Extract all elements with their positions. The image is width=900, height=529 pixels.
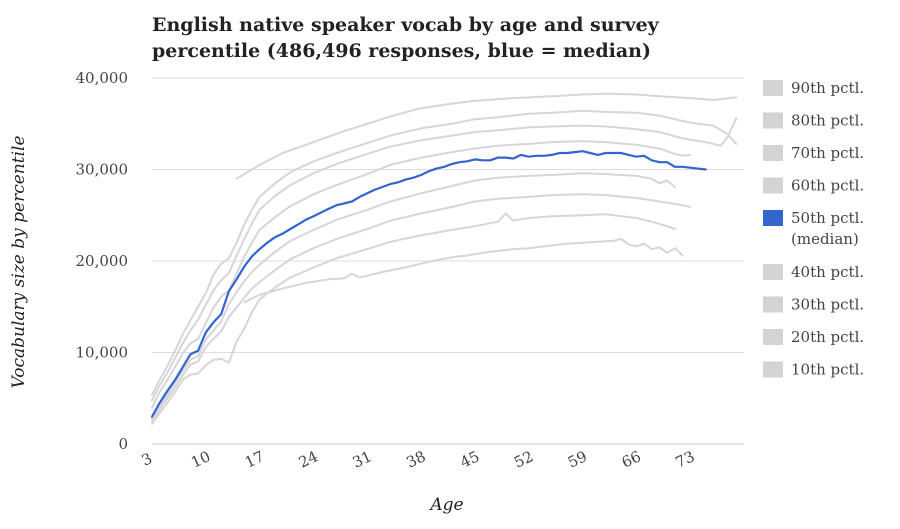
legend-label: 80th pctl.: [791, 112, 864, 130]
legend-swatch: [763, 296, 783, 313]
series-line-70th-pctl: [151, 124, 738, 402]
y-tick-label: 40,000: [76, 69, 129, 87]
x-tick-label: 24: [296, 447, 321, 471]
legend-label: 20th pctl.: [791, 328, 864, 346]
legend-item-40th-pctl: 40th pctl.: [763, 263, 864, 281]
y-tick-label: 0: [118, 435, 128, 453]
legend-label: 70th pctl.: [791, 144, 864, 162]
legend-item-30th-pctl: 30th pctl.: [763, 296, 864, 314]
legend-item-90th-pctl: 90th pctl.: [763, 79, 864, 97]
series-line-60th-pctl: [151, 140, 692, 409]
x-tick-label: 38: [404, 447, 429, 471]
series-line-10th-pctl: [243, 238, 684, 304]
legend-label: 60th pctl.: [791, 177, 864, 195]
x-tick-label: 52: [511, 447, 536, 471]
x-tick-label: 73: [673, 447, 698, 471]
x-axis-title: Age: [428, 495, 463, 515]
y-tick-label: 30,000: [76, 161, 129, 179]
legend-swatch: [763, 361, 783, 378]
chart-title: English native speaker vocab by age and …: [152, 14, 659, 62]
y-axis-ticks: 0 10,000 20,000 30,000 40,000: [76, 69, 129, 453]
x-tick-label: 66: [619, 447, 644, 471]
series-line-80th-pctl: [151, 109, 738, 396]
series-lines: [150, 92, 738, 425]
legend-swatch: [763, 145, 783, 161]
legend-swatch: [763, 177, 783, 194]
y-tick-label: 20,000: [76, 252, 129, 270]
legend-swatch: [763, 210, 783, 226]
series-line-30th-pctl: [151, 193, 692, 423]
legend-label: 10th pctl.: [791, 361, 864, 379]
legend-label: 30th pctl.: [791, 296, 864, 314]
legend-item-60th-pctl: 60th pctl.: [763, 177, 864, 195]
grid-lines: [152, 77, 744, 445]
legend-swatch: [763, 80, 783, 96]
series-line-90th-pctl: [235, 92, 738, 180]
legend-label: 40th pctl.: [791, 263, 864, 281]
x-axis-ticks: 3 10 17 24 31 38 45 52 59 66 73: [139, 447, 698, 471]
legend-item-50th-pctl-median: 50th pctl. (median): [763, 209, 864, 248]
legend: 90th pctl. 80th pctl. 70th pctl. 60th pctl.…: [763, 79, 864, 379]
series-line-40th-pctl: [151, 172, 676, 420]
legend-label: 50th pctl.: [791, 209, 864, 227]
legend-item-80th-pctl: 80th pctl.: [763, 112, 864, 130]
legend-swatch: [763, 329, 783, 345]
legend-label: (median): [791, 230, 859, 248]
y-tick-label: 10,000: [76, 344, 129, 362]
legend-swatch: [763, 264, 783, 280]
series-line-20th-pctl: [151, 212, 676, 425]
legend-label: 90th pctl.: [791, 79, 864, 97]
x-tick-label: 3: [139, 449, 155, 469]
legend-item-20th-pctl: 20th pctl.: [763, 328, 864, 346]
x-tick-label: 59: [565, 447, 590, 471]
series-line-50th-pctl-median: [150, 150, 707, 418]
y-axis-title: Vocabulary size by percentile: [9, 136, 29, 389]
legend-item-70th-pctl: 70th pctl.: [763, 144, 864, 162]
x-tick-label: 17: [242, 447, 267, 471]
x-tick-label: 10: [188, 447, 213, 471]
x-tick-label: 31: [350, 447, 375, 471]
legend-item-10th-pctl: 10th pctl.: [763, 361, 864, 379]
x-tick-label: 45: [457, 447, 482, 471]
legend-swatch: [763, 112, 783, 129]
